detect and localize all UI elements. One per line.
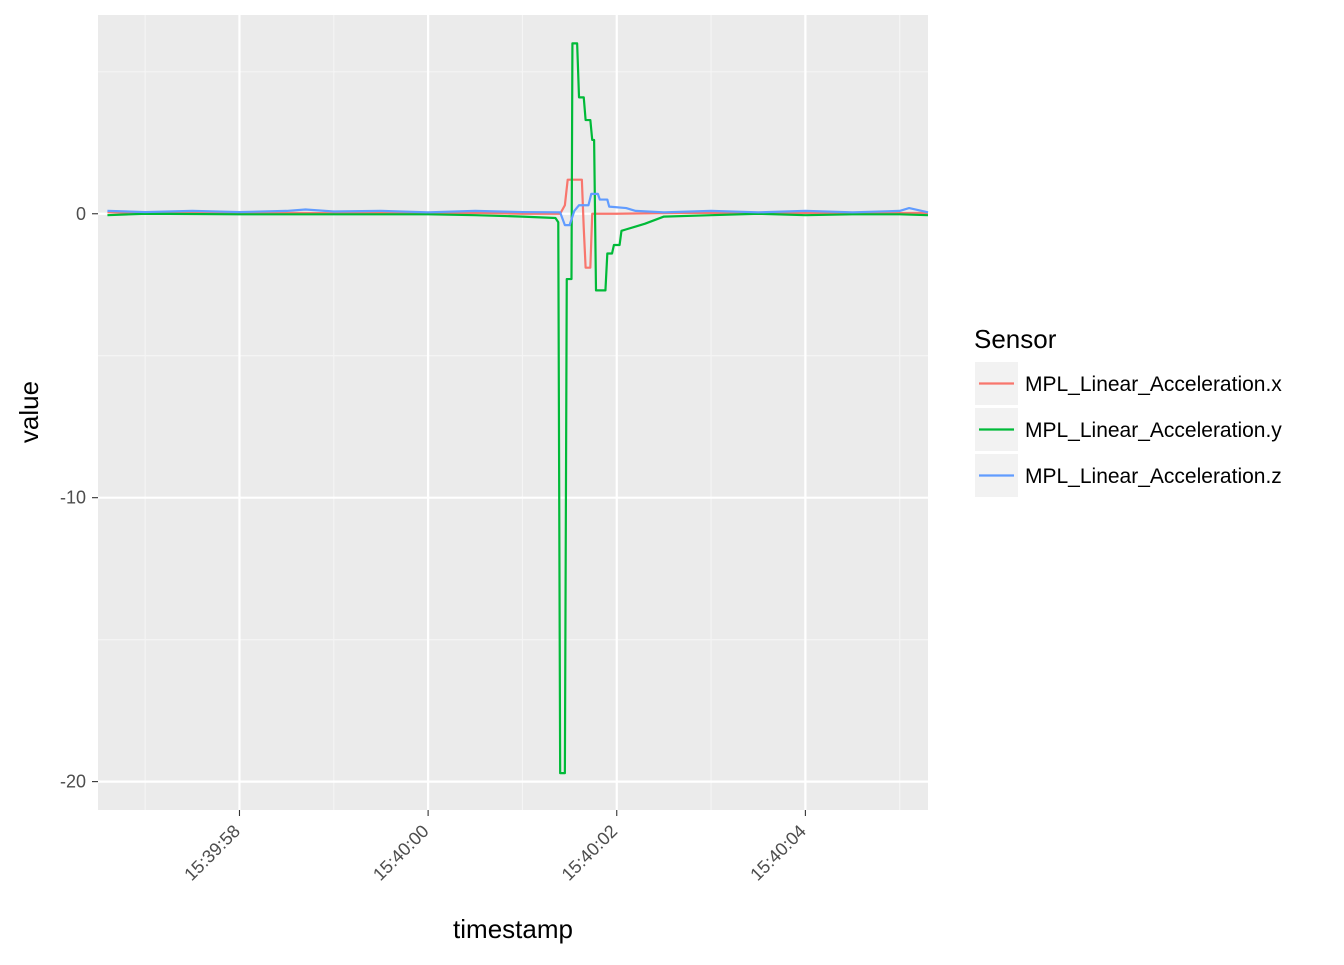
series-line-1 — [107, 178, 929, 269]
legend-items: MPL_Linear_Acceleration.x MPL_Linear_Acce… — [975, 362, 1282, 497]
y-tick-label: -10 — [60, 488, 86, 508]
series-line-2 — [107, 42, 929, 775]
x-axis-title: timestamp — [453, 914, 573, 944]
y-axis-ticks: -20 -10 0 — [60, 204, 98, 792]
x-tick-label: 15:40:00 — [369, 821, 433, 885]
legend: Sensor MPL_Linear_Acceleration.xMPL_Line… — [974, 324, 1282, 497]
legend-label: MPL_Linear_Acceleration.z — [1025, 465, 1282, 488]
legend-title: Sensor — [974, 324, 1057, 354]
x-tick-label: 15:40:04 — [746, 821, 810, 885]
y-tick-label: -20 — [60, 772, 86, 792]
y-axis-title: value — [14, 381, 44, 443]
legend-label: MPL_Linear_Acceleration.x — [1025, 373, 1282, 396]
x-axis-ticks: 15:39:58 15:40:00 15:40:02 15:40:04 — [180, 810, 810, 885]
major-gridlines — [98, 15, 928, 810]
minor-gridlines — [98, 15, 928, 810]
x-tick-label: 15:40:02 — [558, 821, 622, 885]
series-line-3 — [107, 192, 929, 227]
y-tick-label: 0 — [76, 204, 86, 224]
legend-label: MPL_Linear_Acceleration.y — [1025, 419, 1282, 442]
series-lines — [107, 42, 929, 775]
panel-background — [98, 15, 928, 810]
x-tick-label: 15:39:58 — [180, 821, 244, 885]
